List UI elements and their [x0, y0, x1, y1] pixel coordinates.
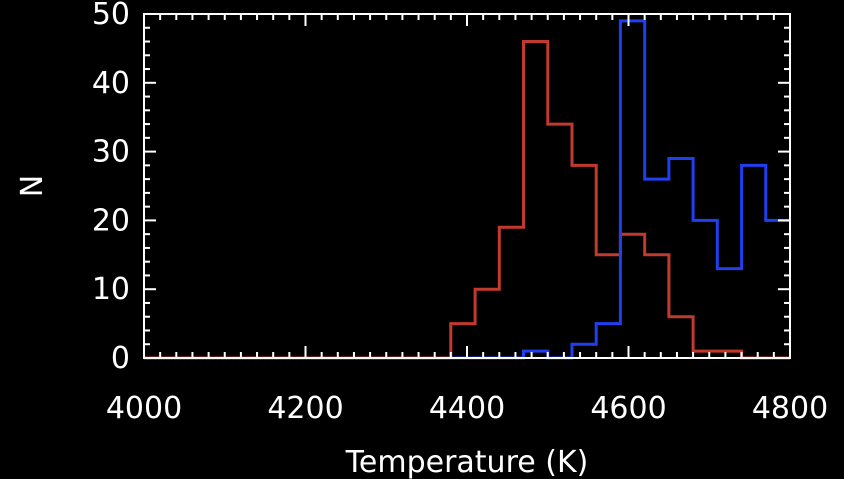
label-layer: 4000 4200 4400 4600 4800 0 10 20 30 40 50: [92, 0, 828, 426]
x-axis-label: Temperature (K): [345, 445, 589, 479]
y-tick-label: 30: [92, 135, 130, 170]
x-tick-label: 4600: [590, 391, 666, 426]
y-tick-label: 0: [111, 341, 130, 376]
series-layer: [144, 19, 790, 360]
y-tick-label: 10: [92, 272, 130, 307]
y-axis-label: N: [15, 175, 50, 197]
x-tick-label: 4000: [106, 391, 182, 426]
x-tick-label: 4200: [267, 391, 343, 426]
histogram-series-1: [144, 40, 790, 360]
x-tick-label: 4400: [429, 391, 505, 426]
y-tick-label: 50: [92, 0, 130, 32]
tick-layer: [143, 13, 791, 359]
histogram-series-2: [450, 19, 790, 360]
y-tick-label: 20: [92, 203, 130, 238]
x-tick-label: 4800: [752, 391, 828, 426]
y-tick-label: 40: [92, 66, 130, 101]
